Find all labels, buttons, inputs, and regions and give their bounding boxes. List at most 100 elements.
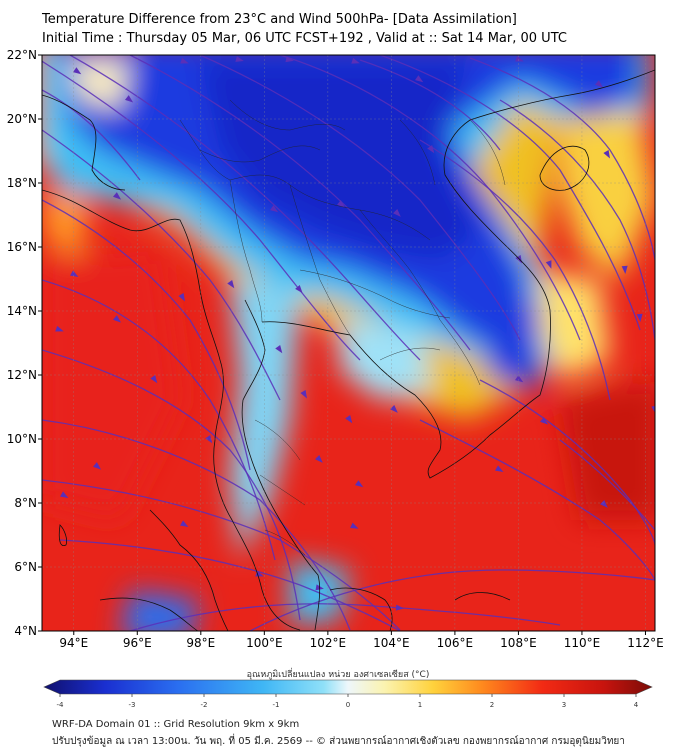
- lat-tick-label: 12°N: [7, 368, 37, 382]
- wind-streamline: [359, 59, 501, 151]
- wind-streamline: [129, 55, 471, 351]
- wind-streamline: [499, 99, 655, 341]
- wind-streamline: [42, 279, 276, 561]
- colorbar-tick-label: 2: [490, 701, 494, 709]
- wind-streamline: [42, 89, 141, 181]
- wind-arrowhead: [390, 405, 398, 413]
- colorbar-tick-label: -2: [201, 701, 208, 709]
- wind-streamline: [42, 129, 281, 401]
- colorbar-tick-label: -4: [57, 701, 65, 709]
- wind-arrowhead: [315, 455, 323, 463]
- colorbar-tick-label: -3: [129, 701, 136, 709]
- wind-arrowhead: [270, 205, 279, 213]
- wind-streamline: [129, 603, 561, 631]
- provincial-borders: [179, 99, 506, 556]
- lat-tick-label: 8°N: [14, 496, 37, 510]
- wind-arrowhead: [150, 375, 158, 384]
- wind-arrowhead: [178, 293, 185, 302]
- wind-arrowhead: [600, 500, 608, 508]
- wind-arrowhead: [595, 80, 604, 88]
- wind-arrowhead: [355, 480, 364, 488]
- colorbar-label: อุณหภูมิเปลี่ยนแปลง หน่วย องศาเซลเซียส (…: [246, 670, 430, 680]
- longitude-axis: 94°E 96°E 98°E 100°E 102°E 104°E 106°E 108°E 110…: [59, 631, 664, 650]
- wind-streamline: [42, 479, 401, 631]
- wind-arrowhead: [113, 315, 122, 323]
- wind-streamline: [42, 349, 301, 621]
- wind-streamline: [69, 55, 421, 361]
- wind-arrowhead: [636, 313, 643, 322]
- lon-tick-label: 106°E: [437, 636, 474, 650]
- wind-arrowhead: [227, 280, 235, 289]
- wind-arrowhead: [235, 56, 244, 62]
- wind-arrowhead: [73, 67, 82, 75]
- lon-tick-label: 104°E: [373, 636, 410, 650]
- lon-tick-label: 98°E: [186, 636, 215, 650]
- lon-tick-label: 100°E: [246, 636, 283, 650]
- wind-arrowhead: [621, 265, 628, 274]
- wind-arrowhead: [300, 390, 307, 399]
- lon-tick-label: 108°E: [500, 636, 537, 650]
- wind-arrowhead: [603, 150, 610, 159]
- wind-arrowhead: [337, 200, 346, 208]
- latitude-axis: 4°N 6°N 8°N 10°N 12°N 14°N 16°N 18°N 20°N 22°N: [7, 48, 42, 638]
- wind-streamline: [249, 569, 655, 631]
- lat-tick-label: 6°N: [14, 560, 37, 574]
- wind-arrowhead: [113, 192, 122, 200]
- lon-tick-label: 94°E: [59, 636, 88, 650]
- wind-arrowhead: [350, 522, 359, 529]
- wind-streamline: [479, 379, 655, 546]
- wind-arrowhead: [495, 465, 504, 472]
- wind-streamline: [42, 419, 351, 631]
- wind-arrowhead: [180, 520, 189, 527]
- wind-arrowhead: [55, 325, 64, 332]
- wind-arrowhead: [515, 55, 524, 62]
- wind-arrowhead: [125, 95, 134, 103]
- wind-arrowhead: [345, 415, 353, 424]
- lat-lon-grid: [42, 55, 655, 631]
- footer-model-info: WRF-DA Domain 01 :: Grid Resolution 9km …: [52, 719, 300, 730]
- plot-frame: [41, 54, 656, 632]
- temperature-field: [42, 55, 655, 631]
- wind-streamline: [42, 60, 361, 361]
- lon-tick-label: 102°E: [310, 636, 347, 650]
- wind-streamline: [279, 55, 581, 341]
- lat-tick-label: 4°N: [14, 624, 37, 638]
- map-subtitle: Initial Time : Thursday 05 Mar, 06 UTC F…: [42, 31, 567, 46]
- wind-arrowhead: [295, 285, 303, 294]
- lat-tick-label: 20°N: [7, 112, 37, 126]
- wind-arrowhead: [205, 435, 213, 444]
- colorbar-ticks: -4 -3 -2 -1 0 1 2 3 4: [57, 694, 639, 709]
- wind-streamline: [199, 55, 521, 341]
- lat-tick-label: 18°N: [7, 176, 37, 190]
- colorbar-tick-label: -1: [273, 701, 280, 709]
- wind-streamline: [469, 57, 655, 261]
- wind-arrowhead: [180, 57, 189, 64]
- wind-arrowhead: [545, 260, 552, 269]
- wind-streamline: [379, 55, 641, 331]
- wind-arrowhead: [60, 491, 69, 498]
- wind-arrowhead: [540, 417, 549, 425]
- wind-arrowhead: [70, 270, 79, 277]
- wind-arrowhead: [351, 57, 360, 64]
- wind-arrowhead: [395, 604, 404, 611]
- wind-arrowhead: [393, 209, 401, 217]
- colorbar-bar: [43, 679, 653, 695]
- lat-tick-label: 14°N: [7, 304, 37, 318]
- wind-arrowhead: [515, 375, 524, 383]
- lon-tick-label: 96°E: [123, 636, 152, 650]
- lat-tick-label: 16°N: [7, 240, 37, 254]
- colorbar-tick-label: 3: [562, 701, 566, 709]
- wind-arrowhead: [285, 56, 294, 63]
- lat-tick-label: 22°N: [7, 48, 37, 62]
- wind-arrowhead: [651, 405, 655, 414]
- lat-tick-label: 10°N: [7, 432, 37, 446]
- wind-arrowhead: [93, 462, 102, 470]
- wind-arrowhead: [427, 145, 435, 154]
- map-title: Temperature Difference from 23°C and Win…: [42, 12, 517, 27]
- wind-streamline: [59, 539, 401, 631]
- colorbar-tick-label: 4: [634, 701, 639, 709]
- wind-streamline: [419, 139, 611, 401]
- wind-arrowhead: [415, 75, 424, 83]
- wind-streamline: [559, 439, 655, 531]
